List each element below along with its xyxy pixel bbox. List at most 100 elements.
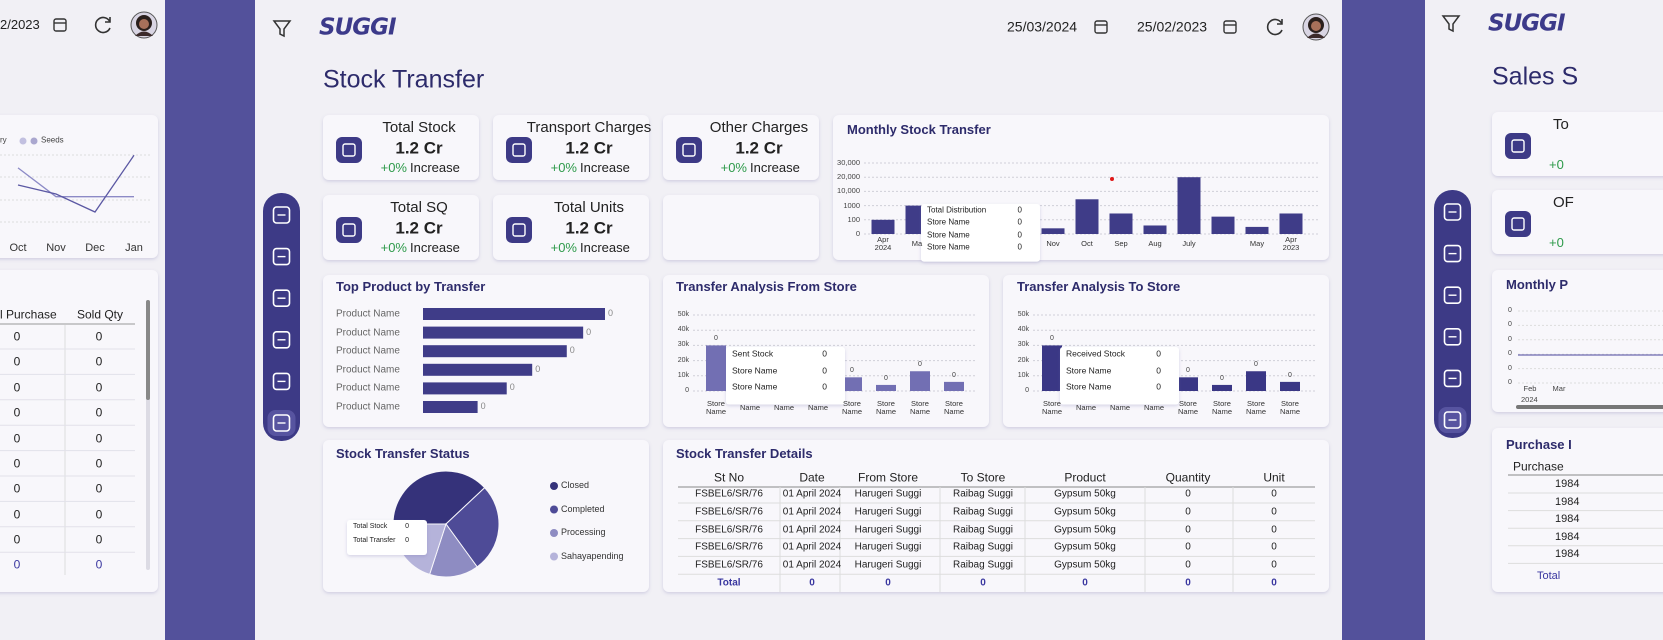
kpi-value: 1.2 Cr [395, 218, 443, 238]
bar [1042, 345, 1062, 391]
x-tick-label: 2024 [1521, 394, 1538, 404]
tooltip-label: Received Stock [1066, 348, 1126, 359]
x-tick-label: Name [807, 402, 828, 412]
side-nav-icon[interactable] [1443, 369, 1462, 388]
bar [1143, 225, 1167, 234]
table-title: Purchase I [1506, 436, 1572, 452]
data-label: 0 [1220, 375, 1224, 383]
chart-card [0, 115, 158, 258]
kpi-icon [336, 217, 362, 243]
tooltip-value: 0 [822, 381, 827, 392]
tooltip-value: 0 [1156, 381, 1161, 392]
table-cell: 1984 [1555, 513, 1580, 526]
data-label: 0 [535, 363, 541, 374]
side-nav-icon[interactable] [1443, 327, 1462, 346]
table-cell: Gypsum 50kg [1054, 524, 1116, 536]
y-tick-label: 30k [1017, 341, 1029, 349]
tooltip-label: Store Name [927, 230, 970, 240]
calendar-icon[interactable] [1223, 20, 1237, 34]
tooltip [347, 520, 427, 555]
filter-icon[interactable] [272, 20, 292, 38]
filter-icon[interactable] [1441, 15, 1461, 33]
table-cell: Harugeri Suggi [854, 524, 922, 536]
side-nav-icon[interactable] [1443, 244, 1462, 263]
side-nav-icon[interactable] [272, 247, 291, 266]
bar [1177, 177, 1201, 234]
table-cell: 0 [95, 354, 103, 369]
table-header: To Store [960, 470, 1006, 485]
data-label: 0 [480, 401, 486, 412]
table-cell: FSBEL6/SR/76 [695, 506, 763, 518]
y-tick-label: 10,000 [837, 186, 860, 196]
chart-title: Monthly Stock Transfer [847, 121, 991, 137]
x-tick-label: Apr 2024 [874, 234, 892, 252]
y-tick-label: 1000 [843, 200, 860, 210]
bar [1041, 228, 1065, 234]
x-tick-label: Oct [1081, 238, 1093, 248]
kpi-icon-glyph [512, 223, 526, 237]
table-cell: Gypsum 50kg [1054, 488, 1116, 500]
kpi-icon-glyph [1511, 139, 1525, 153]
kpi-card [493, 115, 649, 180]
tooltip-value: 0 [405, 523, 409, 531]
kpi-change-text: Increase [750, 159, 800, 175]
kpi-value: 1.2 Cr [735, 138, 783, 158]
legend-label: Closed [561, 480, 590, 491]
table-cell: Harugeri Suggi [854, 506, 922, 518]
table-cell: 0 [95, 507, 103, 522]
table-cell: 0 [1185, 541, 1191, 553]
kpi-change-text: Increase [410, 239, 460, 255]
table-cell: 01 April 2024 [782, 506, 842, 518]
table-total: 0 [809, 577, 815, 589]
side-nav-icon[interactable] [272, 289, 291, 308]
table-cell: 0 [95, 405, 103, 420]
y-tick-label: 100 [847, 214, 860, 224]
bar [944, 381, 964, 391]
table-cell: 0 [95, 380, 103, 395]
x-tick-label: Ma [911, 238, 923, 248]
side-nav-icon[interactable] [1443, 203, 1462, 221]
pie-slice [445, 487, 500, 568]
data-label: 0 [714, 335, 718, 343]
data-label: 0 [1254, 361, 1258, 369]
x-tick-label: Name [1109, 402, 1130, 412]
calendar-icon[interactable] [53, 18, 67, 32]
table-cell: 0 [1185, 506, 1191, 518]
avatar-body [1307, 33, 1325, 38]
refresh-icon[interactable] [1266, 18, 1283, 36]
refresh-icon[interactable] [94, 16, 111, 34]
y-tick-label: 0 [685, 387, 689, 395]
bar [1246, 371, 1266, 391]
calendar-icon[interactable] [1094, 20, 1108, 34]
x-tick-label: Mar [1552, 383, 1566, 393]
logo: SUGGI [1488, 10, 1566, 37]
tooltip-label: Store Name [927, 242, 970, 252]
table-title: Stock Transfer Details [676, 445, 813, 461]
table-cell: 0 [1271, 559, 1277, 571]
table-cell: Raibag Suggi [952, 488, 1014, 500]
y-tick-label: 0 [1025, 387, 1029, 395]
side-nav-icon[interactable] [1443, 411, 1462, 429]
table-cell: 0 [1271, 488, 1277, 500]
kpi-card [323, 115, 479, 180]
side-nav-icon[interactable] [1443, 286, 1462, 305]
table-cell: 1984 [1555, 548, 1580, 561]
x-tick-label: Nov [46, 241, 66, 254]
table-header: l Purchase [0, 307, 57, 322]
legend-label: Sahayapending [561, 550, 624, 561]
table-card [663, 440, 1329, 592]
table-cell: Harugeri Suggi [854, 488, 922, 500]
kpi-label: Total SQ [390, 198, 448, 216]
logo: SUGGI [319, 14, 397, 41]
data-label: 0 [509, 382, 515, 393]
data-label: 0 [608, 308, 614, 319]
table-cell: 0 [95, 431, 103, 445]
side-nav-icon[interactable] [272, 414, 291, 432]
side-nav-icon[interactable] [272, 372, 291, 391]
line-series [17, 154, 135, 213]
avatar-face [139, 19, 149, 29]
side-nav-icon[interactable] [272, 330, 291, 349]
kpi-value: 1.2 Cr [565, 218, 613, 238]
side-nav-icon[interactable] [272, 206, 291, 224]
